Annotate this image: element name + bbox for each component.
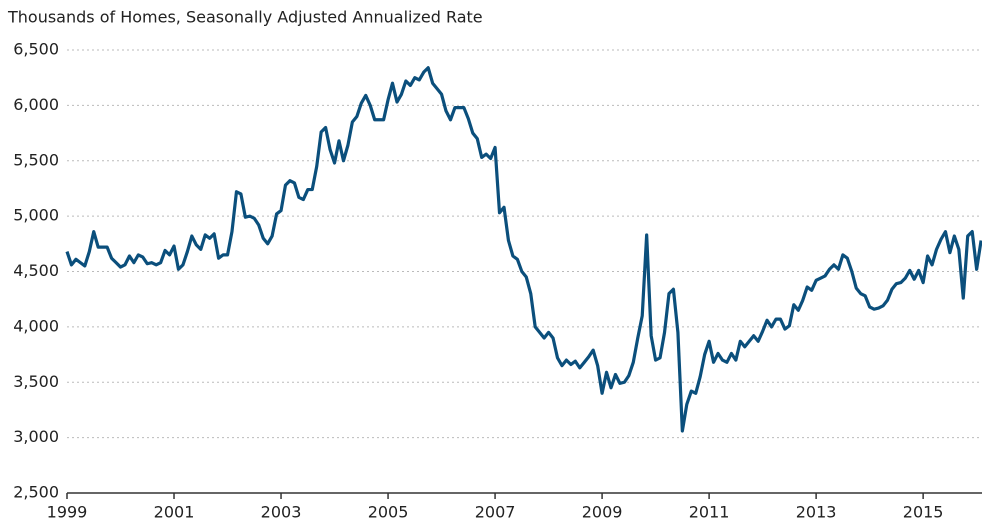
x-tick-label: 2003 xyxy=(261,503,302,522)
y-tick-label: 4,000 xyxy=(13,316,59,335)
y-tick-label: 6,500 xyxy=(13,40,59,59)
data-line xyxy=(65,66,982,433)
y-tick-label: 3,000 xyxy=(13,427,59,446)
x-tick-label: 2005 xyxy=(368,503,409,522)
x-tick-label: 2015 xyxy=(903,503,944,522)
x-tick-label: 2001 xyxy=(154,503,195,522)
y-tick-label: 4,500 xyxy=(13,261,59,280)
x-tick-label: 2013 xyxy=(796,503,837,522)
y-tick-label: 6,000 xyxy=(13,95,59,114)
y-tick-label: 5,000 xyxy=(13,206,59,225)
y-tick-label: 3,500 xyxy=(13,372,59,391)
x-tick-label: 2011 xyxy=(689,503,730,522)
x-tick-label: 1999 xyxy=(47,503,88,522)
x-tick-label: 2007 xyxy=(475,503,516,522)
y-tick-label: 2,500 xyxy=(13,483,59,502)
x-tick-label: 2009 xyxy=(582,503,623,522)
y-tick-label: 5,500 xyxy=(13,150,59,169)
chart-title: Thousands of Homes, Seasonally Adjusted … xyxy=(7,8,483,27)
